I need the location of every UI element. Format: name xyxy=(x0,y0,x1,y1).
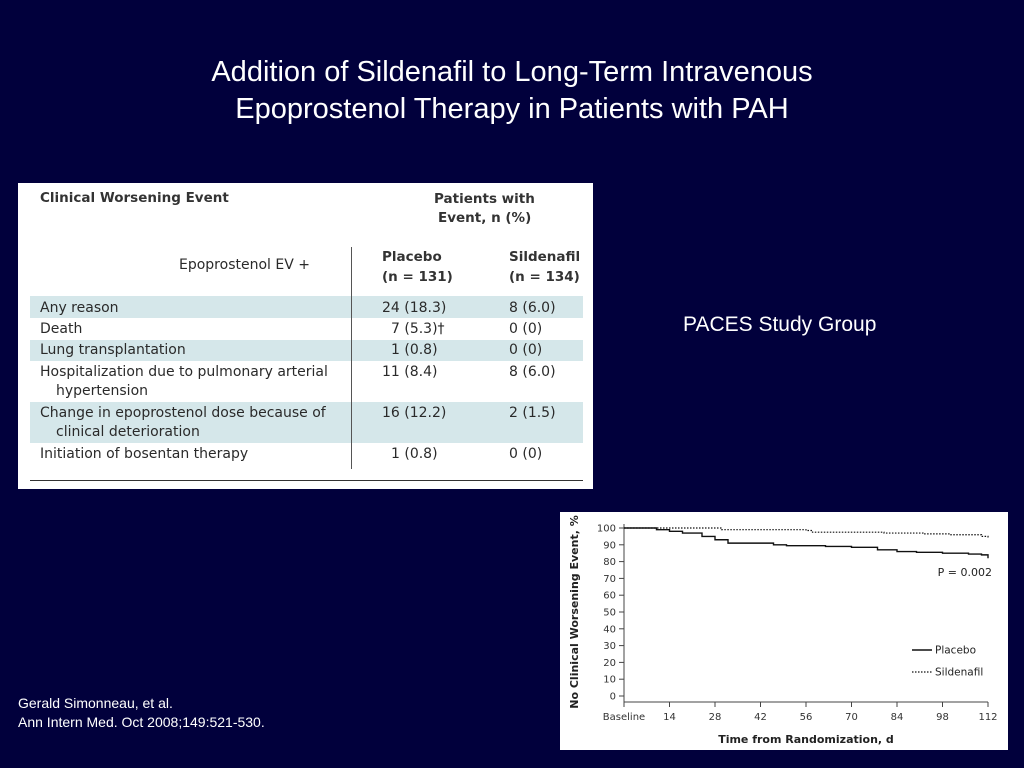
y-tick-label: 0 xyxy=(610,692,616,703)
table-header-sildenafil-n: (n = 134) xyxy=(509,269,580,285)
y-tick-label: 60 xyxy=(603,591,616,602)
y-tick-label: 70 xyxy=(603,574,616,585)
table-row-sildenafil: 8 (6.0) xyxy=(509,364,556,380)
table-row-event: Hospitalization due to pulmonary arteria… xyxy=(40,364,328,380)
table-header-placebo-n: (n = 131) xyxy=(382,269,453,285)
x-tick-label: 98 xyxy=(936,712,949,723)
y-tick-label: 100 xyxy=(597,524,616,535)
slide-title-line-1: Addition of Sildenafil to Long-Term Intr… xyxy=(211,56,813,88)
table-row-event: Any reason xyxy=(40,300,119,316)
y-tick-label: 40 xyxy=(603,624,616,635)
y-tick-label: 50 xyxy=(603,608,616,619)
table-row-sildenafil: 2 (1.5) xyxy=(509,405,556,421)
y-tick-label: 10 xyxy=(603,675,616,686)
table-row-placebo: 1 (0.8) xyxy=(391,446,438,462)
x-tick-label: 42 xyxy=(754,712,767,723)
slide-title: Addition of Sildenafil to Long-Term Intr… xyxy=(0,54,1024,128)
x-tick-label: 70 xyxy=(845,712,858,723)
table-row-sildenafil: 0 (0) xyxy=(509,321,543,337)
table-row-placebo: 7 (5.3)† xyxy=(391,321,445,337)
p-value-annotation: P = 0.002 xyxy=(938,566,992,579)
table-row-placebo: 11 (8.4) xyxy=(382,364,438,380)
table-row-placebo: 1 (0.8) xyxy=(391,342,438,358)
table-row-event-continued: hypertension xyxy=(56,383,149,399)
table-row-sildenafil: 8 (6.0) xyxy=(509,300,556,316)
table-row-event: Lung transplantation xyxy=(40,342,186,358)
table-header-event: Clinical Worsening Event xyxy=(40,190,229,206)
kaplan-meier-chart: 0 10 20 30 40 50 60 70 80 90 100 Baseline 14 28 42 56 70… xyxy=(560,512,1008,750)
study-group-label: PACES Study Group xyxy=(683,313,877,336)
table-row-event: Death xyxy=(40,321,83,337)
y-tick-label: 90 xyxy=(603,540,616,551)
table-row-sildenafil: 0 (0) xyxy=(509,446,543,462)
y-tick-label: 20 xyxy=(603,658,616,669)
slide-title-line-2: Epoprostenol Therapy in Patients with PA… xyxy=(235,93,789,125)
table-row-shade xyxy=(30,296,583,318)
table-subheader-epoprostenol: Epoprostenol EV + xyxy=(179,257,310,273)
table-row-event: Change in epoprostenol dose because of xyxy=(40,405,326,421)
table-row-event: Initiation of bosentan therapy xyxy=(40,446,249,462)
x-axis-title: Time from Randomization, d xyxy=(718,733,894,746)
table-row-placebo: 24 (18.3) xyxy=(382,300,447,316)
x-tick-label: 84 xyxy=(891,712,904,723)
y-tick-label: 30 xyxy=(603,641,616,652)
series-line-placebo xyxy=(624,527,989,559)
x-tick-label: Baseline xyxy=(603,712,645,723)
table-row-placebo: 16 (12.2) xyxy=(382,405,447,421)
table-row-event-continued: clinical deterioration xyxy=(56,424,200,440)
x-tick-label: 14 xyxy=(663,712,676,723)
table-row-shade xyxy=(30,340,583,361)
x-tick-label: 56 xyxy=(800,712,813,723)
chart-svg: 0 10 20 30 40 50 60 70 80 90 100 Baseline 14 28 42 56 70… xyxy=(568,515,998,746)
table-header-sildenafil: Sildenafil xyxy=(509,249,581,265)
table-row-shade xyxy=(30,402,583,443)
citation: Gerald Simonneau, et al. Ann Intern Med.… xyxy=(18,694,265,732)
table-header-placebo: Placebo xyxy=(382,249,442,265)
table-header-patients-line-1: Patients with xyxy=(434,191,535,207)
x-tick-label: 28 xyxy=(709,712,722,723)
clinical-worsening-table: Clinical Worsening Event Patients with E… xyxy=(18,183,593,489)
y-tick-label: 80 xyxy=(603,557,616,568)
y-axis-title: No Clinical Worsening Event, % xyxy=(568,515,581,708)
series-line-sildenafil xyxy=(624,527,989,539)
citation-authors: Gerald Simonneau, et al. xyxy=(18,695,173,711)
table-column-divider xyxy=(351,247,352,469)
legend-label-placebo: Placebo xyxy=(935,645,976,657)
table-bottom-rule xyxy=(30,480,583,481)
table-header-patients-line-2: Event, n (%) xyxy=(438,210,532,226)
table-row-sildenafil: 0 (0) xyxy=(509,342,543,358)
x-tick-label: 112 xyxy=(978,712,997,723)
citation-journal: Ann Intern Med. Oct 2008;149:521-530. xyxy=(18,714,265,730)
legend-label-sildenafil: Sildenafil xyxy=(935,667,983,679)
